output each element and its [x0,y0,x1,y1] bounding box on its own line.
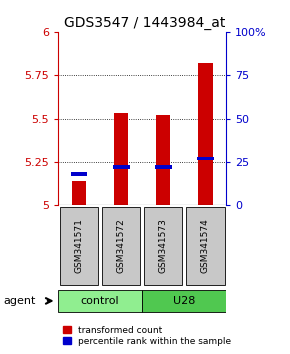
Text: GSM341573: GSM341573 [159,218,168,274]
Bar [155,165,172,169]
FancyBboxPatch shape [142,290,226,312]
Text: GDS3547 / 1443984_at: GDS3547 / 1443984_at [64,16,226,30]
Bar [113,165,130,169]
Text: GSM341571: GSM341571 [75,218,84,274]
FancyBboxPatch shape [144,207,182,285]
FancyBboxPatch shape [60,207,98,285]
Text: agent: agent [3,296,35,306]
Bar [197,156,214,160]
FancyBboxPatch shape [186,207,224,285]
Text: U28: U28 [173,296,195,306]
Text: GSM341572: GSM341572 [117,219,126,273]
Bar [156,115,171,205]
Bar [114,113,128,205]
Legend: transformed count, percentile rank within the sample: transformed count, percentile rank withi… [63,326,231,346]
FancyBboxPatch shape [102,207,140,285]
Text: GSM341574: GSM341574 [201,219,210,273]
Text: control: control [81,296,119,306]
Bar [70,172,88,176]
FancyBboxPatch shape [58,290,142,312]
Bar [198,63,213,205]
Bar [72,181,86,205]
